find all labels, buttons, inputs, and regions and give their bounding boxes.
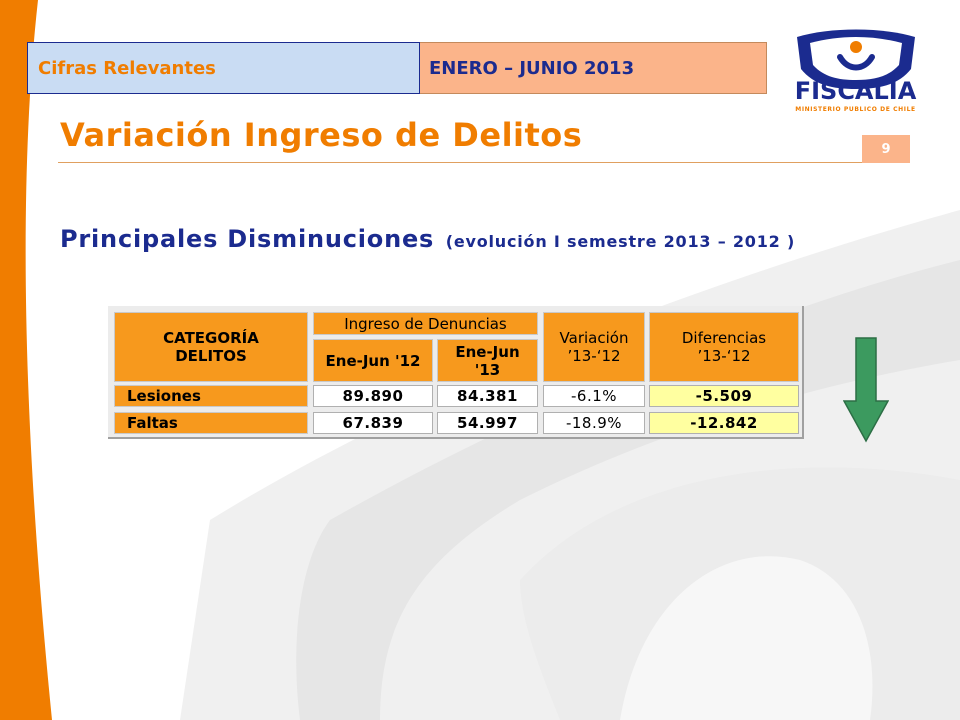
- period-label: ENERO – JUNIO 2013: [420, 42, 767, 94]
- row-value-2012: 67.839: [313, 412, 433, 434]
- header-col-2012: Ene-Jun '12: [313, 339, 433, 382]
- logo-subtitle: MINISTERIO PUBLICO DE CHILE: [795, 106, 916, 113]
- logo-name: FISCALIA: [794, 77, 917, 105]
- row-category: Lesiones: [114, 385, 308, 407]
- subtitle-period: (evolución I semestre 2013 – 2012 ): [445, 232, 796, 251]
- header-ingreso-group: Ingreso de Denuncias: [313, 312, 538, 335]
- data-table: CATEGORÍA DELITOS Ingreso de Denuncias E…: [108, 306, 804, 439]
- section-label: Cifras Relevantes: [27, 42, 420, 94]
- page-number: 9: [862, 135, 910, 163]
- row-category: Faltas: [114, 412, 308, 434]
- arrow-down-icon: [843, 337, 889, 443]
- header-variacion: Variación ’13-‘12: [543, 312, 645, 382]
- subtitle-main: Principales Disminuciones: [60, 225, 435, 253]
- header-category: CATEGORÍA DELITOS: [114, 312, 308, 382]
- row-value-2013: 54.997: [437, 412, 538, 434]
- row-value-2012: 89.890: [313, 385, 433, 407]
- fiscalia-logo-icon: [797, 29, 915, 89]
- row-variacion: -18.9%: [543, 412, 645, 434]
- header-diferencias: Diferencias ’13-‘12: [649, 312, 799, 382]
- title-divider: [58, 162, 910, 163]
- row-variacion: -6.1%: [543, 385, 645, 407]
- header-col-2013: Ene-Jun '13: [437, 339, 538, 382]
- row-diferencia: -12.842: [649, 412, 799, 434]
- row-diferencia: -5.509: [649, 385, 799, 407]
- page-subtitle: Principales Disminuciones (evolución I s…: [60, 225, 795, 253]
- row-value-2013: 84.381: [437, 385, 538, 407]
- page-title: Variación Ingreso de Delitos: [60, 116, 583, 154]
